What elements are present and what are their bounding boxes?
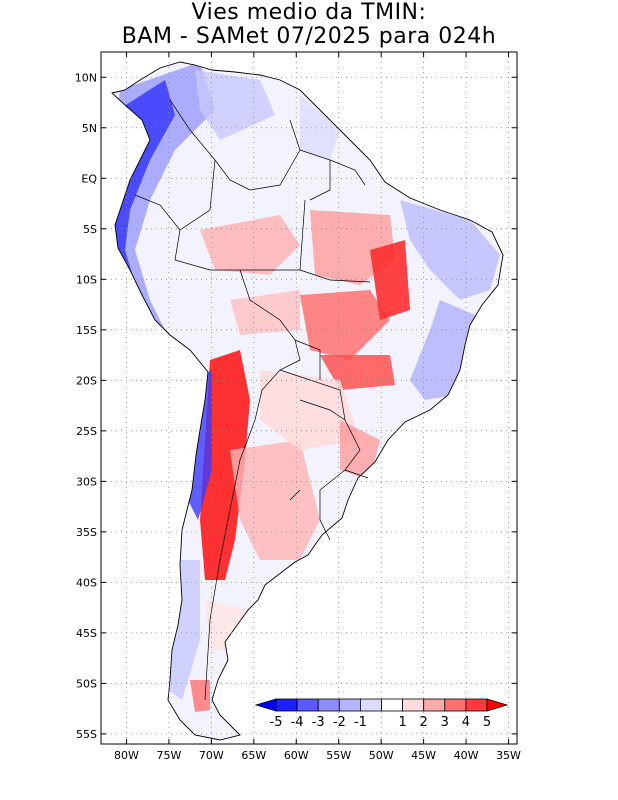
- colorbar-swatch: [423, 698, 446, 712]
- lat-tick-label: 20S: [76, 374, 97, 387]
- coastline: [111, 61, 504, 741]
- colorbar-swatch: [275, 698, 298, 712]
- colorbar-swatch: [444, 698, 467, 712]
- lat-tick-label: 5N: [82, 122, 97, 135]
- lat-tick-label: 55S: [76, 728, 97, 741]
- colorbar-swatch: [296, 698, 319, 712]
- colorbar-label: -3: [312, 715, 325, 730]
- lat-tick-label: 40S: [76, 576, 97, 589]
- lon-tick-label: 60W: [284, 749, 309, 762]
- lat-tick-label: 50S: [76, 677, 97, 690]
- colorbar-legend: -5 -4 -3 -2 -1 1 2 3 4 5: [254, 698, 509, 730]
- colorbar-label: -2: [333, 715, 346, 730]
- colorbar-label: 3: [441, 715, 449, 730]
- lon-tick-label: 70W: [199, 749, 224, 762]
- lat-tick-label: 10N: [75, 71, 97, 84]
- gridlines: [101, 52, 517, 744]
- lat-tick-label: 30S: [76, 475, 97, 488]
- lat-tick-label: 25S: [76, 425, 97, 438]
- colorbar-swatch: [465, 698, 488, 712]
- lon-axis: 80W 75W 70W 65W 60W 55W 50W 45W 40W 35W: [114, 52, 521, 762]
- lon-tick-label: 40W: [454, 749, 479, 762]
- map-title-line1: Vies medio da TMIN:: [191, 0, 427, 25]
- country-borders: [134, 99, 371, 701]
- lat-tick-label: 45S: [76, 627, 97, 640]
- colorbar-label: 4: [462, 715, 470, 730]
- colorbar-swatch: [359, 698, 382, 712]
- colorbar-swatch: [402, 698, 425, 712]
- colorbar-label: -1: [354, 715, 367, 730]
- lat-axis: 10N 5N EQ 5S 10S 15S 20S 25S 30S 35S 40S 45S 50S 55S: [75, 71, 517, 741]
- lat-tick-label: EQ: [81, 172, 97, 185]
- lon-tick-label: 55W: [326, 749, 351, 762]
- colorbar-swatch: [338, 698, 361, 712]
- colorbar-over-arrow: [486, 698, 509, 712]
- lon-tick-label: 50W: [369, 749, 394, 762]
- colorbar-label: 1: [398, 715, 406, 730]
- lon-tick-label: 45W: [411, 749, 436, 762]
- lat-tick-label: 15S: [76, 324, 97, 337]
- map-title-line2: BAM - SAMet 07/2025 para 024h: [121, 24, 497, 49]
- bias-shading: [112, 62, 500, 712]
- lat-tick-label: 35S: [76, 526, 97, 539]
- lat-tick-label: 5S: [83, 223, 97, 236]
- lon-tick-label: 80W: [114, 749, 139, 762]
- colorbar-label: 5: [483, 715, 491, 730]
- colorbar-label: -4: [291, 715, 304, 730]
- colorbar-swatch: [381, 698, 404, 712]
- lon-tick-label: 65W: [241, 749, 266, 762]
- lat-tick-label: 10S: [76, 273, 97, 286]
- colorbar-label: -5: [270, 715, 283, 730]
- colorbar-swatch: [317, 698, 340, 712]
- lon-tick-label: 35W: [496, 749, 521, 762]
- lon-tick-label: 75W: [156, 749, 181, 762]
- colorbar-label: 2: [420, 715, 428, 730]
